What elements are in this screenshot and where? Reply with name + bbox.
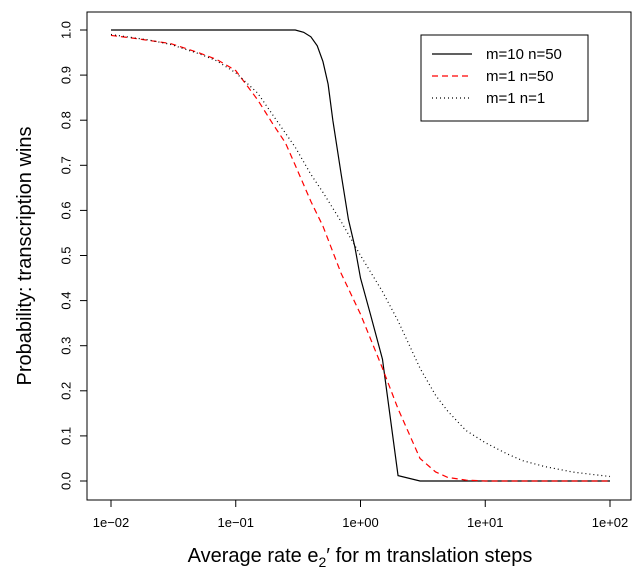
legend: m=10 n=50 m=1 n=50 m=1 n=1 xyxy=(420,34,589,122)
y-tick-label: 0.6 xyxy=(58,201,73,219)
x-tick-label: 1e−02 xyxy=(93,515,130,530)
x-axis-title-suffix: ′ for m translation steps xyxy=(326,545,532,567)
x-axis-title-prefix: Average rate e xyxy=(188,545,319,567)
y-tick-label: 0.3 xyxy=(58,337,73,355)
legend-box xyxy=(420,34,589,122)
y-tick-label: 0.7 xyxy=(58,156,73,174)
legend-label: m=1 n=1 xyxy=(486,90,545,107)
y-axis-title: Probability: transcription wins xyxy=(14,127,36,386)
y-tick-label: 0.1 xyxy=(58,427,73,445)
y-tick-label: 0.2 xyxy=(58,382,73,400)
x-axis-title-subscript: 2 xyxy=(318,554,326,570)
y-tick-label: 1.0 xyxy=(58,21,73,39)
legend-label: m=10 n=50 xyxy=(486,46,562,63)
series-line xyxy=(110,34,610,482)
series-line xyxy=(111,29,610,482)
y-tick-label: 0.5 xyxy=(58,246,73,264)
series-line xyxy=(110,33,611,478)
legend-label: m=1 n=50 xyxy=(486,68,554,85)
axes: 1e−02 1e−01 1e+00 1e+01 1e+02 0.0 0.1 0.2 0.3 0.4… xyxy=(58,21,628,530)
y-tick-label: 0.9 xyxy=(58,66,73,84)
series-group xyxy=(110,29,611,482)
x-tick-label: 1e+00 xyxy=(342,515,379,530)
x-tick-label: 1e+01 xyxy=(467,515,504,530)
y-tick-label: 0.8 xyxy=(58,111,73,129)
x-tick-label: 1e−01 xyxy=(217,515,254,530)
y-tick-label: 0.0 xyxy=(58,472,73,490)
x-axis-title: Average rate e2′ for m translation steps xyxy=(188,545,533,570)
x-tick-label: 1e+02 xyxy=(592,515,629,530)
y-tick-label: 0.4 xyxy=(58,292,73,310)
